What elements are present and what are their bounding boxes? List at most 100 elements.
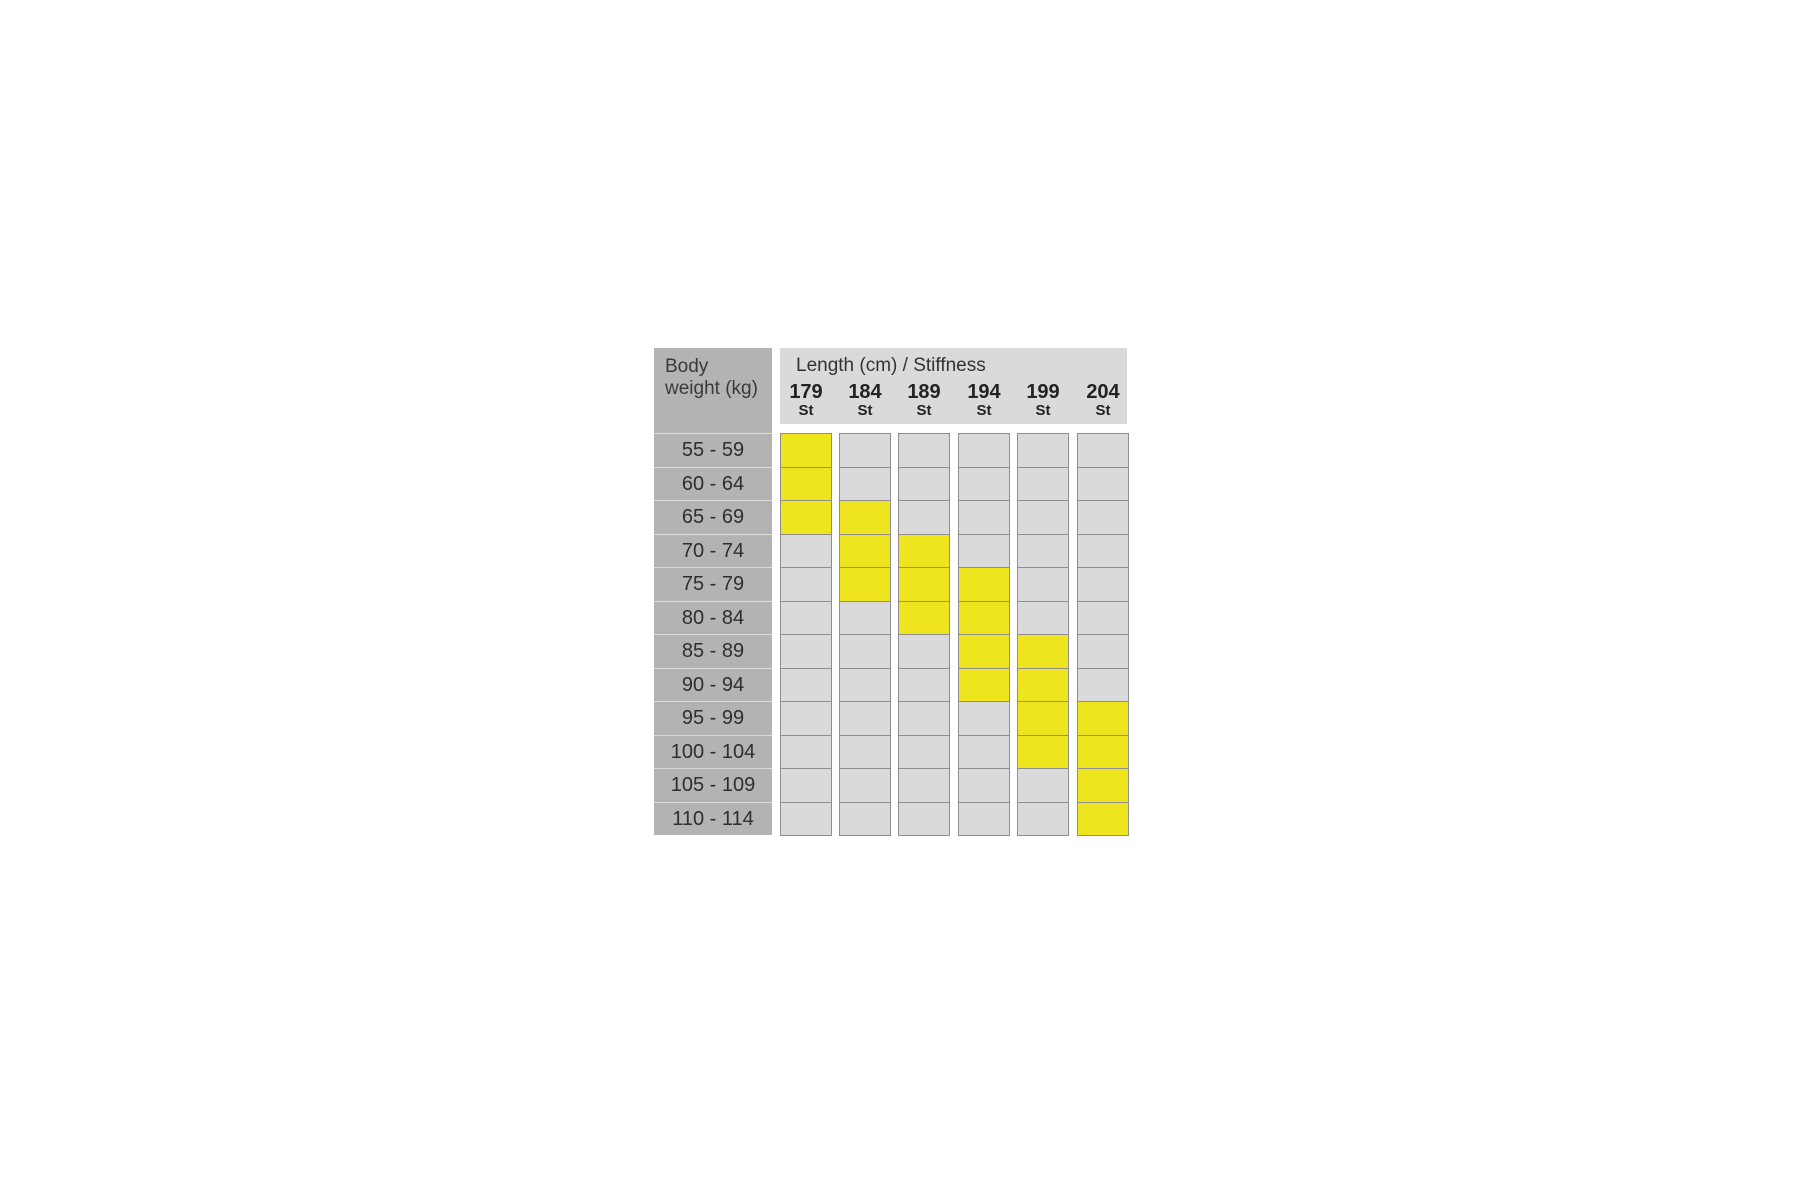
- grid-cell: [1077, 567, 1129, 602]
- grid-cell: [780, 768, 832, 803]
- column-header-194: 194 St: [958, 382, 1010, 419]
- recommended-cell: [839, 500, 891, 535]
- grid-cell: [1017, 500, 1069, 535]
- recommended-cell: [1077, 768, 1129, 803]
- grid-cell: [898, 734, 950, 769]
- recommended-cell: [958, 634, 1010, 669]
- grid-cell: [1017, 466, 1069, 501]
- column-header-184: 184 St: [839, 382, 891, 419]
- grid-cell: [1077, 533, 1129, 568]
- length-label: 179: [789, 381, 823, 403]
- grid-cell: [1077, 500, 1129, 535]
- grid-cell: [898, 701, 950, 736]
- recommended-cell: [1017, 634, 1069, 669]
- grid-cell: [958, 801, 1010, 836]
- weight-row-label: 100 - 104: [654, 734, 772, 769]
- length-label: 184: [848, 381, 882, 403]
- grid-cell: [780, 567, 832, 602]
- grid-cell: [898, 433, 950, 468]
- column-header-199: 199 St: [1017, 382, 1069, 419]
- weight-row-label: 95 - 99: [654, 701, 772, 735]
- grid-cell: [1077, 667, 1129, 702]
- grid-cell: [1017, 600, 1069, 635]
- length-label: 194: [967, 381, 1001, 403]
- grid-cell: [958, 433, 1010, 468]
- stiffness-label: St: [1035, 402, 1051, 419]
- grid-cell: [780, 701, 832, 736]
- weight-row-label: 55 - 59: [654, 433, 772, 467]
- grid-cell: [1017, 768, 1069, 803]
- grid-cell: [839, 801, 891, 836]
- row-header-title: Body weight (kg): [665, 356, 758, 399]
- grid-cell: [839, 433, 891, 468]
- recommended-cell: [958, 667, 1010, 702]
- grid-cell: [839, 734, 891, 769]
- grid-cell: [839, 466, 891, 501]
- grid-cell: [839, 634, 891, 669]
- body-weight-column: Body weight (kg) 55 - 59 60 - 64 65 - 69 70…: [654, 348, 772, 835]
- grid-cell: [958, 500, 1010, 535]
- grid-cell: [958, 734, 1010, 769]
- recommended-cell: [780, 466, 832, 501]
- grid-cell: [1077, 600, 1129, 635]
- grid-cell: [1017, 433, 1069, 468]
- grid-cell: [898, 634, 950, 669]
- grid-cell: [780, 600, 832, 635]
- weight-row-label: 85 - 89: [654, 634, 772, 668]
- recommended-cell: [898, 533, 950, 568]
- grid-cell: [839, 667, 891, 702]
- recommended-cell: [958, 600, 1010, 635]
- grid-cell: [780, 667, 832, 702]
- weight-row-label: 90 - 94: [654, 667, 772, 702]
- grid-cell: [898, 500, 950, 535]
- grid-cell: [780, 734, 832, 769]
- grid-cell: [958, 768, 1010, 803]
- grid-cell: [1077, 466, 1129, 501]
- recommended-cell: [958, 567, 1010, 602]
- grid-cell: [839, 701, 891, 736]
- grid-cell: [1077, 433, 1129, 468]
- grid-cell: [780, 533, 832, 568]
- column-header-204: 204 St: [1077, 382, 1129, 419]
- grid-cell: [780, 634, 832, 669]
- stiffness-label: St: [857, 402, 873, 419]
- recommended-cell: [1017, 701, 1069, 736]
- weight-row-label: 70 - 74: [654, 533, 772, 568]
- recommended-cell: [898, 600, 950, 635]
- length-label: 189: [907, 381, 941, 403]
- grid-cell: [1017, 533, 1069, 568]
- grid-cell: [780, 801, 832, 836]
- column-header-189: 189 St: [898, 382, 950, 419]
- weight-row-label: 75 - 79: [654, 567, 772, 601]
- stiffness-label: St: [916, 402, 932, 419]
- grid-cell: [898, 801, 950, 836]
- recommended-cell: [780, 433, 832, 468]
- recommended-cell: [1077, 801, 1129, 836]
- length-label: 199: [1026, 381, 1060, 403]
- grid-cell: [839, 768, 891, 803]
- recommended-cell: [898, 567, 950, 602]
- stiffness-label: St: [798, 402, 814, 419]
- recommended-cell: [839, 567, 891, 602]
- grid-cell: [958, 533, 1010, 568]
- grid-cell: [839, 600, 891, 635]
- recommended-cell: [1017, 667, 1069, 702]
- recommended-cell: [1077, 734, 1129, 769]
- grid-cell: [1017, 567, 1069, 602]
- weight-row-label: 110 - 114: [654, 801, 772, 836]
- column-header-title: Length (cm) / Stiffness: [796, 355, 986, 376]
- weight-row-label: 80 - 84: [654, 600, 772, 635]
- grid-cell: [898, 466, 950, 501]
- length-label: 204: [1086, 381, 1120, 403]
- weight-row-label: 105 - 109: [654, 768, 772, 802]
- weight-row-label: 65 - 69: [654, 500, 772, 534]
- grid-cell: [958, 466, 1010, 501]
- recommended-cell: [1017, 734, 1069, 769]
- recommended-cell: [780, 500, 832, 535]
- stiffness-label: St: [976, 402, 992, 419]
- grid-cell: [958, 701, 1010, 736]
- recommended-cell: [1077, 701, 1129, 736]
- grid-cell: [1077, 634, 1129, 669]
- recommended-cell: [839, 533, 891, 568]
- grid-cell: [1017, 801, 1069, 836]
